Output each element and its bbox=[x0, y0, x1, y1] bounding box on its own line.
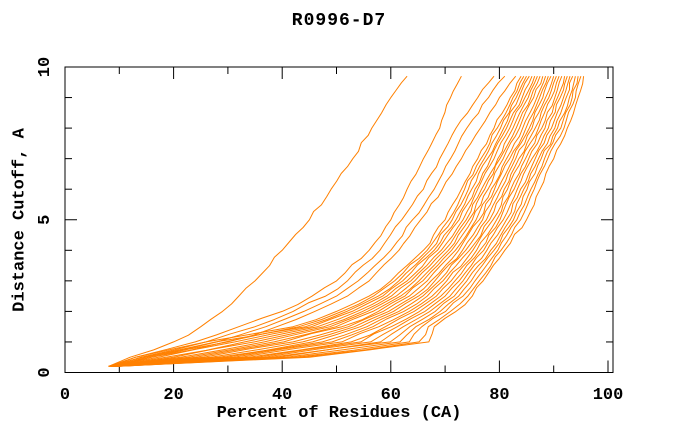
model-curve-model-08 bbox=[111, 76, 541, 367]
model-curve-model-04 bbox=[109, 75, 530, 367]
model-curve-model-outlier-3 bbox=[111, 75, 495, 367]
y-tick-label: 5 bbox=[36, 215, 55, 225]
x-tick-label: 100 bbox=[593, 386, 624, 405]
model-curve-model-24 bbox=[116, 76, 585, 367]
model-curve-model-outlier-1 bbox=[108, 75, 408, 367]
model-curve-model-15 bbox=[113, 76, 560, 367]
x-tick-label: 60 bbox=[381, 386, 401, 405]
model-curve-model-outlier-4 bbox=[113, 75, 506, 367]
model-curve-model-21 bbox=[115, 76, 576, 367]
model-curve-model-07 bbox=[110, 76, 538, 367]
y-axis-title: Distance Cutoff, A bbox=[10, 128, 30, 312]
model-curve-model-outlier-2 bbox=[111, 75, 462, 367]
model-curve-model-02 bbox=[108, 75, 525, 367]
model-curve-model-16 bbox=[113, 76, 563, 367]
model-curve-model-23 bbox=[115, 76, 582, 367]
model-curve-model-01 bbox=[108, 75, 522, 367]
model-curve-model-13 bbox=[112, 76, 555, 367]
model-curve-model-03 bbox=[108, 75, 527, 367]
model-curve-model-22 bbox=[115, 76, 579, 367]
model-curve-model-14 bbox=[112, 76, 557, 367]
model-curve-model-17 bbox=[113, 76, 566, 367]
model-curve-model-outlier-5 bbox=[113, 75, 517, 367]
x-tick-label: 40 bbox=[272, 386, 292, 405]
model-curve-model-06 bbox=[110, 76, 536, 367]
y-tick-label: 10 bbox=[36, 57, 55, 77]
model-curve-model-11 bbox=[112, 76, 549, 367]
model-curve-model-18 bbox=[114, 76, 568, 367]
model-curve-model-20 bbox=[114, 75, 574, 367]
y-tick-label: 0 bbox=[36, 367, 55, 377]
model-curve-model-19 bbox=[114, 76, 571, 367]
model-curve-model-05 bbox=[110, 76, 533, 367]
x-tick-label: 20 bbox=[163, 386, 183, 405]
x-axis-title: Percent of Residues (CA) bbox=[216, 404, 462, 423]
model-curve-model-12 bbox=[112, 75, 552, 367]
x-tick-label: 80 bbox=[489, 386, 509, 405]
model-curve-model-09 bbox=[111, 76, 544, 367]
x-tick-label: 0 bbox=[60, 386, 70, 405]
model-curve-model-10 bbox=[111, 76, 547, 367]
chart-title: R0996-D7 bbox=[291, 11, 387, 31]
plot-border bbox=[64, 66, 614, 373]
